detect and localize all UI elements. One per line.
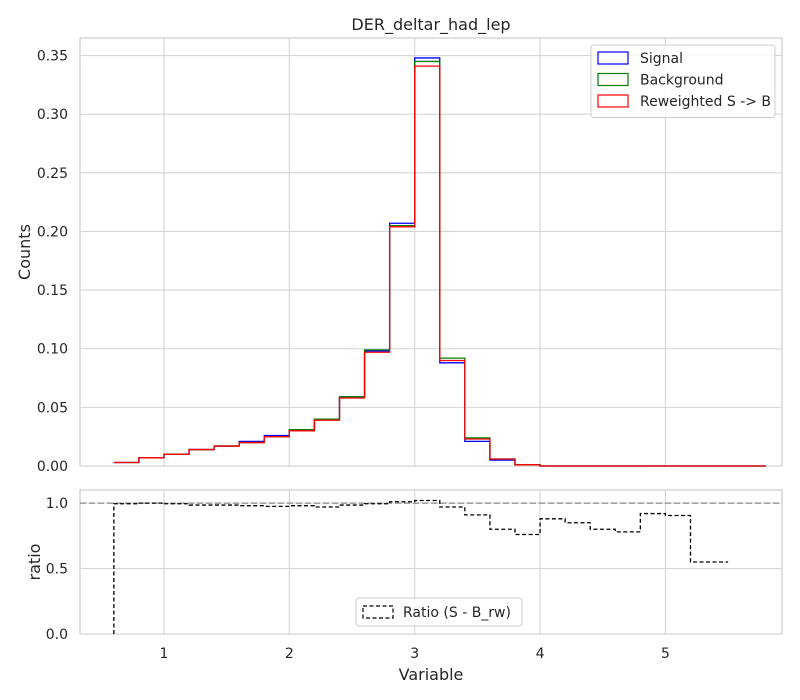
counts-y-tick-label: 0.10 <box>37 342 68 358</box>
ratio-x-ticks: 1 2 3 4 5 <box>160 646 670 662</box>
ratio-series-line <box>113 499 729 634</box>
ratio-x-tick-label: 4 <box>536 646 545 662</box>
ratio-y-tick-label: 1.0 <box>46 496 68 512</box>
counts-y-tick-label: 0.05 <box>37 400 68 416</box>
counts-y-ticks: 0.00 0.05 0.10 0.15 0.20 0.25 0.30 0.35 <box>37 49 68 475</box>
counts-series <box>113 57 766 467</box>
ratio-series <box>80 499 782 634</box>
ratio-y-axis-label: ratio <box>25 544 44 581</box>
chart-title: DER_deltar_had_lep <box>351 15 510 35</box>
ratio-x-tick-label: 1 <box>160 646 169 662</box>
ratio-x-tick-label: 3 <box>410 646 419 662</box>
counts-y-tick-label: 0.15 <box>37 283 68 299</box>
ratio-y-ticks: 0.0 0.5 1.0 <box>46 496 68 643</box>
ratio-y-tick-label: 0.0 <box>46 627 68 643</box>
counts-legend-label: Reweighted S -> B <box>640 94 771 110</box>
counts-y-tick-label: 0.30 <box>37 107 68 123</box>
ratio-x-axis-label: Variable <box>399 665 464 684</box>
counts-legend-swatch <box>597 51 629 65</box>
counts-series-line <box>113 65 766 467</box>
counts-legend-label: Signal <box>640 51 683 67</box>
counts-y-tick-label: 0.35 <box>37 49 68 65</box>
ratio-legend-box <box>355 597 523 627</box>
counts-legend: Signal Background Reweighted S -> B <box>590 44 776 118</box>
ratio-y-tick-label: 0.5 <box>46 562 68 578</box>
ratio-legend-label: Ratio (S - B_rw) <box>403 605 511 621</box>
counts-legend-box <box>590 44 776 118</box>
counts-legend-swatch <box>597 94 629 108</box>
counts-panel: 0.00 0.05 0.10 0.15 0.20 0.25 0.30 0.35 DER_del… <box>15 15 783 475</box>
ratio-legend: Ratio (S - B_rw) <box>355 597 523 627</box>
ratio-legend-swatch <box>362 605 394 619</box>
counts-y-tick-label: 0.25 <box>37 166 68 182</box>
counts-legend-swatch <box>597 72 629 87</box>
ratio-x-tick-label: 2 <box>285 646 294 662</box>
counts-y-axis-label: Counts <box>15 224 34 280</box>
counts-legend-label: Background <box>640 73 724 89</box>
counts-y-tick-label: 0.00 <box>37 459 68 475</box>
ratio-panel: 0.0 0.5 1.0 1 2 3 4 5 Variable ratio Ratio (S … <box>25 489 783 684</box>
ratio-x-tick-label: 5 <box>661 646 670 662</box>
counts-y-tick-label: 0.20 <box>37 224 68 240</box>
